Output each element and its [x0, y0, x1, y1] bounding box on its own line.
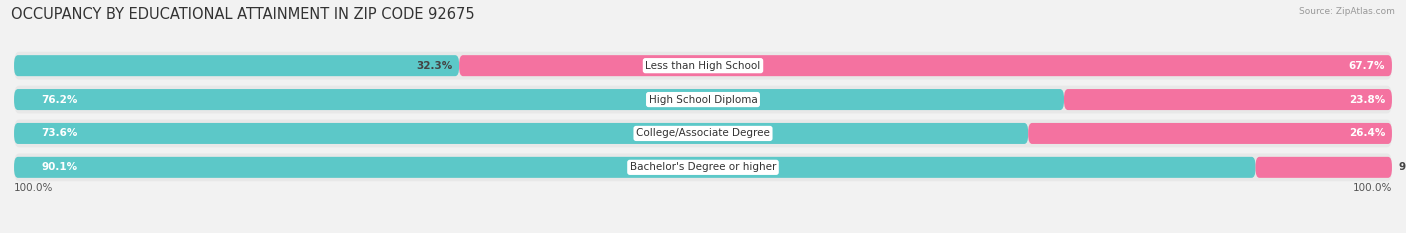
Text: OCCUPANCY BY EDUCATIONAL ATTAINMENT IN ZIP CODE 92675: OCCUPANCY BY EDUCATIONAL ATTAINMENT IN Z…	[11, 7, 475, 22]
Text: 23.8%: 23.8%	[1348, 95, 1385, 105]
Text: Less than High School: Less than High School	[645, 61, 761, 71]
Text: 100.0%: 100.0%	[14, 183, 53, 193]
FancyBboxPatch shape	[14, 86, 1392, 113]
Text: 26.4%: 26.4%	[1348, 128, 1385, 138]
Text: 90.1%: 90.1%	[42, 162, 77, 172]
Text: 76.2%: 76.2%	[42, 95, 77, 105]
FancyBboxPatch shape	[14, 52, 1392, 79]
Text: 9.9%: 9.9%	[1399, 162, 1406, 172]
FancyBboxPatch shape	[460, 55, 1392, 76]
Text: Bachelor's Degree or higher: Bachelor's Degree or higher	[630, 162, 776, 172]
FancyBboxPatch shape	[14, 123, 1028, 144]
FancyBboxPatch shape	[14, 55, 460, 76]
FancyBboxPatch shape	[1256, 157, 1392, 178]
Text: 73.6%: 73.6%	[42, 128, 77, 138]
Text: 67.7%: 67.7%	[1348, 61, 1385, 71]
FancyBboxPatch shape	[14, 157, 1256, 178]
Text: 32.3%: 32.3%	[416, 61, 453, 71]
Text: Source: ZipAtlas.com: Source: ZipAtlas.com	[1299, 7, 1395, 16]
FancyBboxPatch shape	[1028, 123, 1392, 144]
FancyBboxPatch shape	[1064, 89, 1392, 110]
FancyBboxPatch shape	[14, 89, 1064, 110]
FancyBboxPatch shape	[14, 154, 1392, 181]
Text: College/Associate Degree: College/Associate Degree	[636, 128, 770, 138]
FancyBboxPatch shape	[14, 120, 1392, 147]
Text: High School Diploma: High School Diploma	[648, 95, 758, 105]
Text: 100.0%: 100.0%	[1353, 183, 1392, 193]
